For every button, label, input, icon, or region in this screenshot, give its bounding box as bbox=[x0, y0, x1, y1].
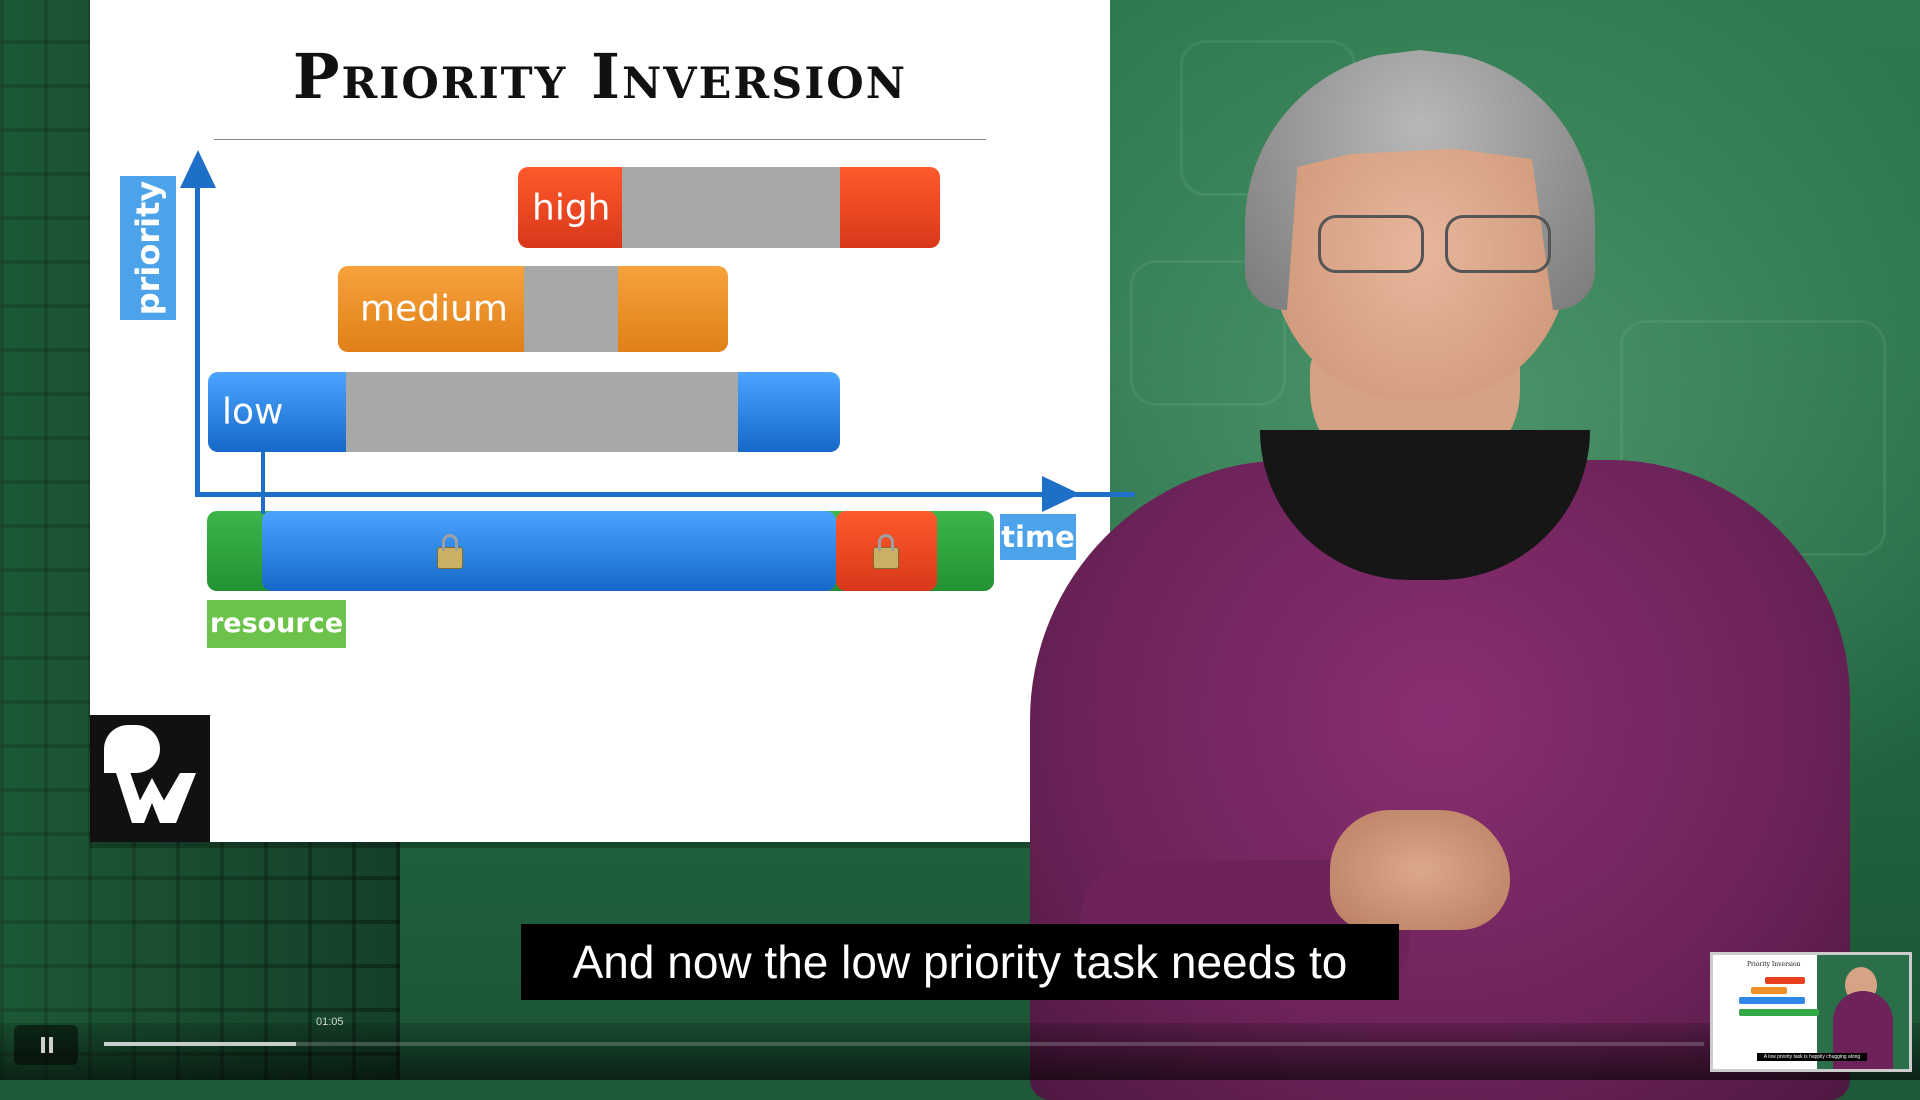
thumbnail-caption: A low priority task is happily chugging … bbox=[1757, 1053, 1867, 1061]
thumbnail-bar bbox=[1739, 997, 1805, 1004]
thumbnail-bar bbox=[1765, 977, 1805, 984]
low-blocked-segment bbox=[346, 372, 738, 452]
lock-icon bbox=[873, 534, 899, 569]
medium-running-segment bbox=[618, 266, 728, 352]
pause-button[interactable] bbox=[14, 1025, 78, 1065]
priority-axis-label: priority bbox=[120, 176, 176, 320]
medium-priority-task-bar: medium bbox=[338, 266, 728, 352]
time-axis-label: time bbox=[1000, 514, 1076, 560]
thumbnail-bar bbox=[1739, 1009, 1819, 1016]
high-task-label: high bbox=[532, 187, 611, 228]
priority-axis bbox=[195, 175, 200, 497]
progress-bar-fill bbox=[104, 1042, 296, 1046]
pause-icon bbox=[49, 1037, 53, 1053]
glasses-right-lens bbox=[1445, 215, 1551, 273]
medium-running-segment bbox=[338, 266, 524, 352]
raywenderlich-logo bbox=[90, 715, 210, 842]
pause-icon bbox=[41, 1037, 45, 1053]
low-running-segment bbox=[738, 372, 840, 452]
high-priority-task-bar: high bbox=[518, 167, 940, 248]
time-axis-arrow-icon bbox=[1042, 476, 1080, 512]
time-tooltip: 01:05 bbox=[316, 1016, 344, 1028]
high-blocked-segment bbox=[622, 167, 840, 248]
slide-title: Priority Inversion bbox=[292, 40, 908, 113]
high-running-segment bbox=[518, 167, 622, 248]
background-decoration bbox=[1130, 260, 1286, 406]
preview-thumbnail: Priority Inversion A low priority task i… bbox=[1710, 952, 1912, 1072]
slide-shadow bbox=[90, 842, 1110, 848]
priority-axis-text: priority bbox=[129, 180, 167, 316]
low-running-segment bbox=[208, 372, 346, 452]
subtitle-caption: And now the low priority task needs to bbox=[521, 924, 1399, 1000]
logo-r-shape bbox=[104, 725, 160, 773]
lock-icon bbox=[437, 534, 463, 569]
low-to-resource-connector bbox=[261, 452, 265, 514]
title-divider bbox=[214, 139, 986, 140]
logo-w-shape bbox=[116, 773, 196, 823]
time-axis bbox=[195, 492, 1135, 497]
thumbnail-title: Priority Inversion bbox=[1747, 961, 1801, 968]
slide: Priority Inversion priority time high me… bbox=[90, 0, 1135, 842]
medium-blocked-segment bbox=[524, 266, 618, 352]
player-controls-bar bbox=[0, 1023, 1920, 1080]
progress-bar[interactable] bbox=[104, 1042, 1704, 1046]
thumbnail-bar bbox=[1751, 987, 1787, 994]
low-task-label: low bbox=[222, 391, 284, 433]
presenter-hand bbox=[1330, 810, 1510, 930]
priority-axis-arrow-icon bbox=[180, 150, 216, 188]
glasses-left-lens bbox=[1318, 215, 1424, 273]
medium-task-label: medium bbox=[360, 288, 508, 330]
resource-held-by-low-segment bbox=[262, 511, 836, 591]
high-running-segment bbox=[840, 167, 940, 248]
resource-bar bbox=[207, 511, 994, 591]
low-priority-task-bar: low bbox=[208, 372, 840, 452]
resource-label: resource bbox=[207, 600, 346, 648]
